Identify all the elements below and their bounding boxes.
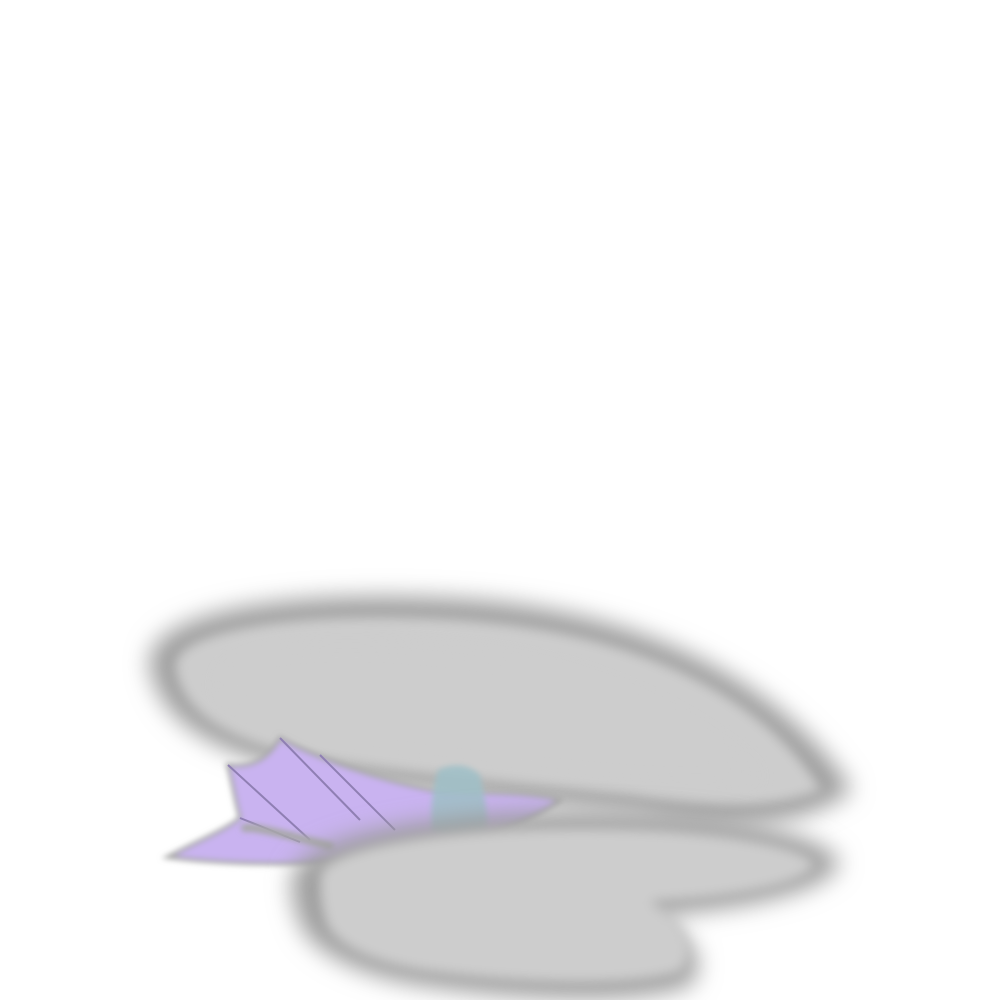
front-cloud xyxy=(291,811,840,999)
